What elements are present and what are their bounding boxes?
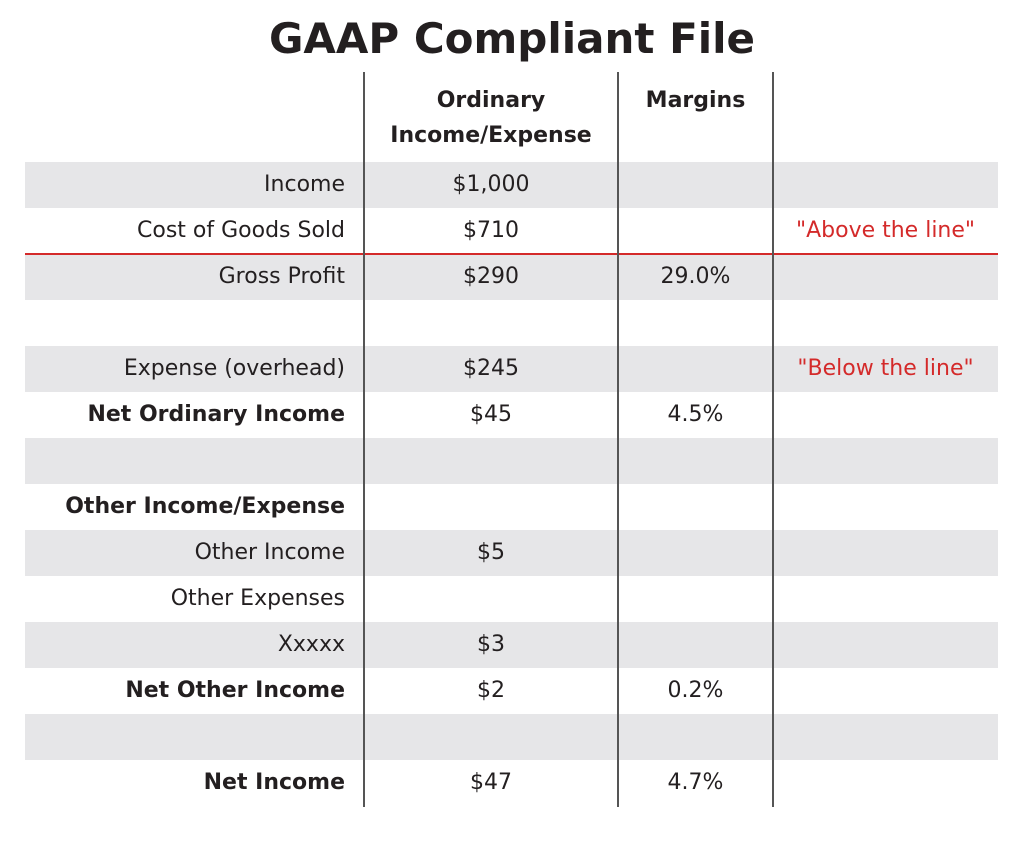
table-row: Expense (overhead) $245 "Below the line" [25,346,998,392]
column-divider [772,72,774,807]
table-row: Net Other Income $2 0.2% [25,668,998,714]
row-label: Gross Profit [218,264,345,289]
margin-cell: 29.0% [660,264,731,289]
margin-cell [618,438,773,484]
table-row: Other Income/Expense [25,484,998,530]
note-cell [773,576,998,622]
row-label: Cost of Goods Sold [137,218,345,243]
note-cell [773,484,998,530]
amount-cell: $47 [470,770,512,795]
margin-cell [618,346,773,392]
margin-cell [618,530,773,576]
margin-cell [618,484,773,530]
note-cell [773,438,998,484]
table-row [25,714,998,760]
amount-cell [364,484,618,530]
row-label: Other Expenses [170,586,345,611]
note-cell [773,760,998,806]
margin-cell [618,208,773,254]
amount-cell: $1,000 [452,172,530,197]
note-cell [773,162,998,208]
margin-cell [618,576,773,622]
margin-cell [618,622,773,668]
margin-cell [618,714,773,760]
table-row: Gross Profit $290 29.0% [25,254,998,300]
header-line-1: Ordinary [436,88,546,113]
note-cell: "Above the line" [795,218,976,243]
note-cell [773,622,998,668]
table-row: Income $1,000 [25,162,998,208]
table-row: Xxxxx $3 [25,622,998,668]
note-cell [773,300,998,346]
table-row: Net Income $47 4.7% [25,760,998,806]
column-header-ordinary: Ordinary Income/Expense [364,83,618,153]
row-label: Income [264,172,345,197]
amount-cell: $3 [477,632,505,657]
amount-cell [364,576,618,622]
page-title: GAAP Compliant File [268,14,756,63]
row-label: Net Income [203,770,345,795]
note-cell [773,668,998,714]
margin-cell: 0.2% [667,678,724,703]
table-row [25,300,998,346]
table-row [25,438,998,484]
amount-cell: $710 [463,218,519,243]
row-label: Other Income [194,540,345,565]
amount-cell: $290 [463,264,519,289]
row-label: Net Other Income [125,678,345,703]
amount-cell [364,300,618,346]
header-line-2: Income/Expense [390,123,592,148]
column-divider [363,72,365,807]
note-cell: "Below the line" [797,356,974,381]
note-cell [773,392,998,438]
table-row: Net Ordinary Income $45 4.5% [25,392,998,438]
column-header-margins: Margins [645,88,746,113]
amount-cell: $5 [477,540,505,565]
above-the-line-divider [25,253,998,255]
margin-cell: 4.5% [667,402,724,427]
row-label: Expense (overhead) [123,356,345,381]
margin-cell [618,162,773,208]
amount-cell: $2 [477,678,505,703]
note-cell [773,714,998,760]
table-row: Cost of Goods Sold $710 "Above the line" [25,208,998,254]
amount-cell [364,438,618,484]
amount-cell: $45 [470,402,512,427]
margin-cell [618,300,773,346]
row-label: Net Ordinary Income [87,402,345,427]
table-row: Other Expenses [25,576,998,622]
column-divider [617,72,619,807]
margin-cell: 4.7% [667,770,724,795]
note-cell [773,530,998,576]
table-row: Other Income $5 [25,530,998,576]
note-cell [773,254,998,300]
amount-cell [364,714,618,760]
row-label: Other Income/Expense [65,494,345,519]
amount-cell: $245 [463,356,519,381]
row-label: Xxxxx [277,632,345,657]
